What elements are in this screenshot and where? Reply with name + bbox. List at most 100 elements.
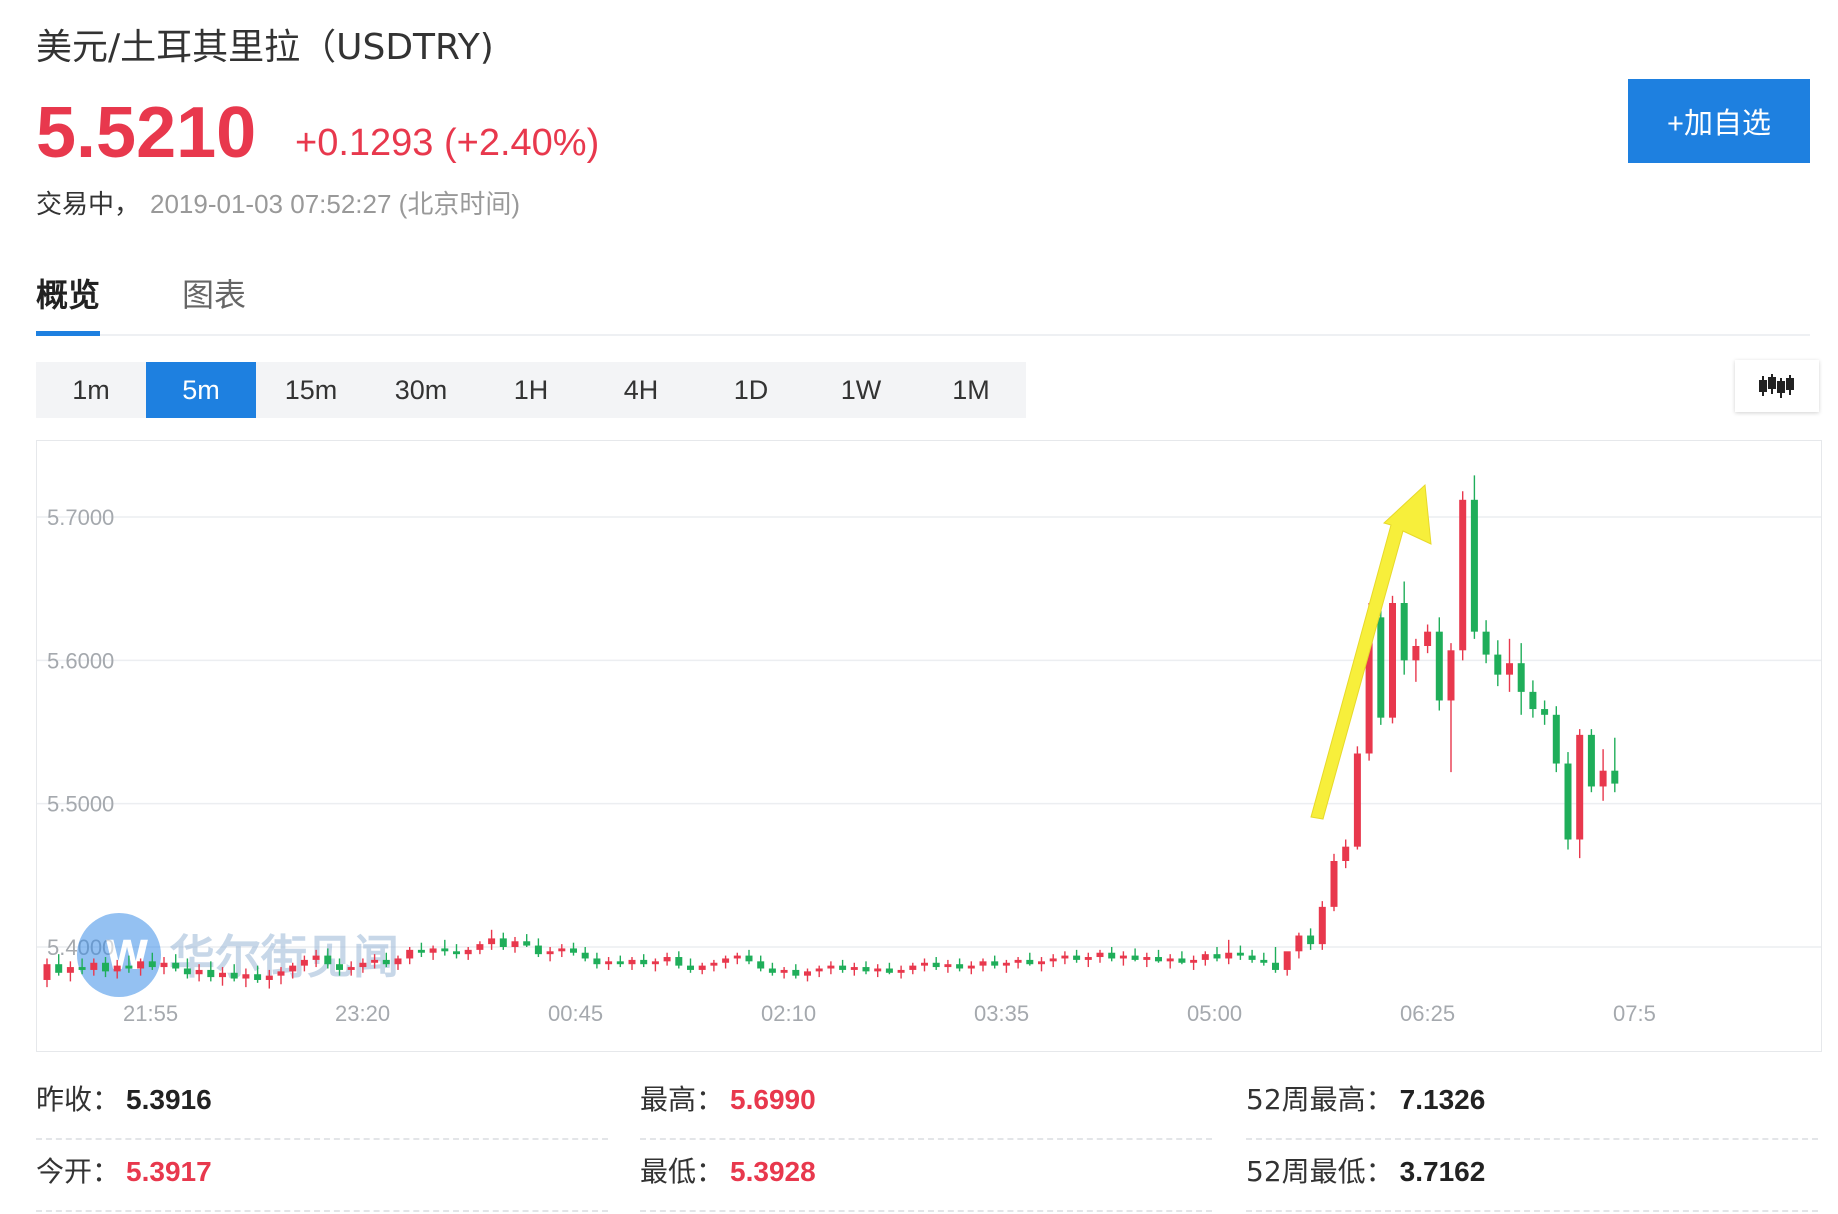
tab-overview[interactable]: 概览 (36, 270, 101, 336)
x-tick-label: 21:55 (123, 1001, 178, 1026)
candle (1108, 947, 1116, 962)
candle (1190, 955, 1198, 970)
period-15m[interactable]: 15m (256, 362, 366, 418)
candle (499, 932, 507, 950)
period-4h[interactable]: 4H (586, 362, 696, 418)
candle (1564, 752, 1572, 850)
candle (1002, 959, 1010, 973)
stat-value: 5.3917 (126, 1156, 212, 1187)
period-1m[interactable]: 1m (36, 362, 146, 418)
candle (1307, 928, 1315, 950)
candle (745, 949, 753, 965)
candle (347, 961, 355, 976)
candle (698, 962, 706, 975)
candle (827, 961, 835, 975)
candle (862, 961, 870, 975)
candle (336, 958, 343, 976)
candle (909, 962, 917, 975)
candle (417, 942, 425, 958)
stat-52w-low: 52周最低： 3.7162 (1246, 1150, 1818, 1212)
period-1h[interactable]: 1H (476, 362, 586, 418)
candle (839, 959, 847, 973)
candle (1061, 951, 1069, 965)
period-30m[interactable]: 30m (366, 362, 476, 418)
price-chart[interactable]: 5.70005.60005.50005.4000W华尔街见闻21:5523:20… (36, 440, 1822, 1052)
candle (324, 948, 332, 969)
candle (1400, 581, 1408, 675)
candle (1143, 952, 1151, 968)
candle (628, 957, 636, 970)
candle (1248, 949, 1256, 963)
candle (768, 962, 776, 976)
candle (1260, 952, 1268, 966)
candle (663, 952, 671, 966)
current-price: 5.5210 (36, 93, 257, 173)
candle (1353, 746, 1361, 850)
candle (394, 955, 402, 970)
period-1mo[interactable]: 1M (916, 362, 1026, 418)
x-tick-label: 06:25 (1400, 1001, 1455, 1026)
candle (804, 968, 811, 982)
candle (1412, 638, 1420, 682)
candlestick-chart: 5.70005.60005.50005.4000W华尔街见闻21:5523:20… (37, 475, 1821, 1026)
candle (1529, 680, 1537, 718)
candle (570, 942, 577, 956)
candle (254, 965, 262, 983)
candle (195, 964, 203, 982)
candle (382, 952, 390, 968)
period-1w[interactable]: 1W (806, 362, 916, 418)
candle (1014, 957, 1022, 969)
candle (967, 961, 975, 975)
candle (1576, 729, 1584, 859)
stat-value: 5.3928 (730, 1156, 816, 1187)
candle (1272, 947, 1279, 973)
add-watchlist-button[interactable]: +加自选 (1628, 79, 1810, 163)
stat-low: 最低： 5.3928 (640, 1150, 1212, 1212)
candle (991, 955, 999, 969)
candle (1599, 749, 1607, 801)
candle (1049, 954, 1057, 968)
candle (1424, 624, 1432, 654)
candle (897, 965, 905, 979)
x-tick-label: 07:5 (1613, 1001, 1656, 1026)
candle (265, 969, 273, 989)
stat-high: 最高： 5.6990 (640, 1078, 1212, 1140)
period-selector: 1m 5m 15m 30m 1H 4H 1D 1W 1M (36, 362, 1026, 418)
candle (102, 957, 109, 978)
candle (546, 947, 554, 962)
candle (944, 959, 952, 973)
candle (722, 955, 730, 969)
candle (1482, 620, 1490, 664)
period-1d[interactable]: 1D (696, 362, 806, 418)
watermark-text: 华尔街见闻 (169, 930, 399, 984)
y-tick-label: 5.6000 (47, 648, 114, 673)
candle (616, 955, 624, 968)
x-tick-label: 23:20 (335, 1001, 390, 1026)
candle (1389, 595, 1396, 724)
period-5m[interactable]: 5m (146, 362, 256, 418)
x-tick-label: 00:45 (548, 1001, 603, 1026)
stat-value: 3.7162 (1399, 1156, 1486, 1187)
candle (219, 967, 226, 986)
candle (932, 957, 940, 970)
x-tick-label: 03:35 (974, 1001, 1029, 1026)
candle (593, 952, 601, 969)
candle (605, 957, 613, 970)
y-tick-label: 5.5000 (47, 792, 114, 817)
candle (1178, 951, 1186, 965)
chart-type-button[interactable] (1735, 360, 1819, 412)
candle (1330, 853, 1338, 912)
candle (921, 958, 928, 972)
candle (850, 962, 858, 976)
candle (172, 954, 180, 972)
candle (277, 967, 285, 985)
candle (1131, 948, 1139, 962)
candle (1494, 640, 1502, 687)
candle (1506, 638, 1513, 692)
candle (979, 958, 987, 972)
candle (476, 941, 484, 955)
candle (1459, 491, 1467, 661)
candle (242, 968, 250, 988)
tab-chart[interactable]: 图表 (182, 276, 247, 314)
candle (1026, 952, 1034, 966)
